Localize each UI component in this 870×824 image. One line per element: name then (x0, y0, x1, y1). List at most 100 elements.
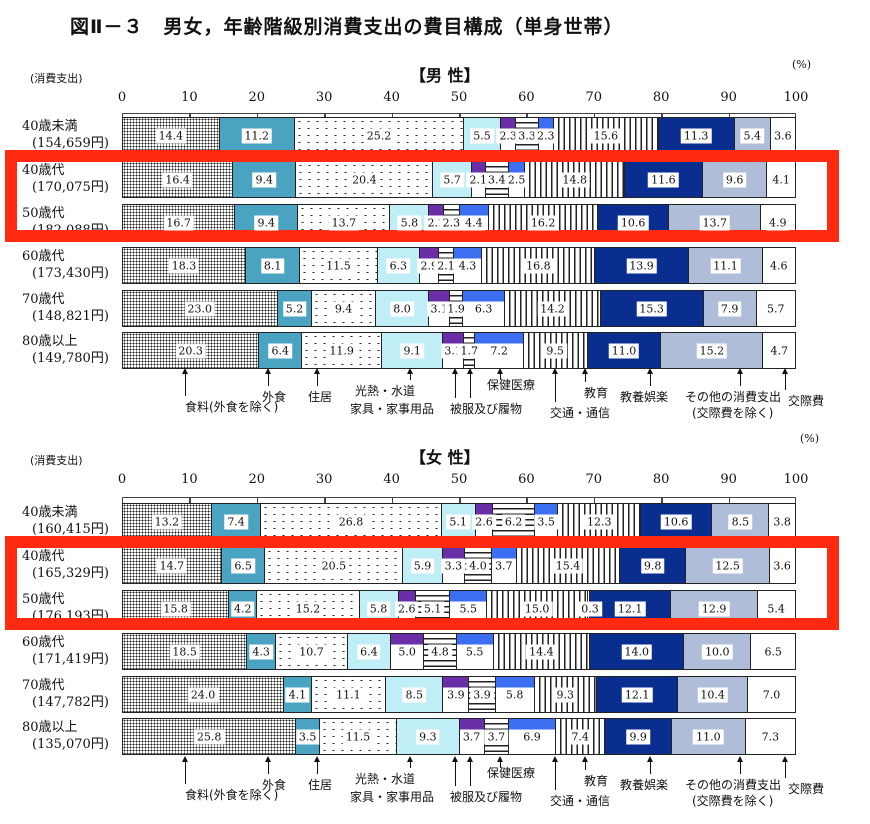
segment-value-label: 9.5 (543, 343, 567, 358)
bar-segment-5: 4.0 (465, 548, 492, 583)
segment-value-label: 11.5 (323, 258, 354, 273)
pointer-arrow-icon (452, 368, 458, 398)
axis-line (122, 113, 796, 120)
axis-tick-label: 0 (117, 90, 127, 105)
stacked-bar: 13.2 7.4 26.8 5.1 2.6 6.2 3.5 12.3 10.6 8.5 3.8 (122, 503, 796, 540)
segment-value-label: 2.3 (496, 128, 520, 143)
segment-value-label: 12.3 (583, 514, 615, 529)
bar-segment-11: 7.0 (748, 677, 795, 712)
axis-tick-label: 90 (720, 472, 737, 487)
pointer-arrow-icon (737, 368, 743, 386)
row-expenditure-amount: (148,821円) (32, 309, 109, 324)
bar-segment-2: 11.5 (319, 719, 398, 754)
axis-tick-label: 100 (783, 90, 809, 105)
bar-segment-11: 6.5 (751, 634, 795, 669)
axis-line (122, 497, 796, 504)
legend-item-medical: 保健医療 (487, 766, 536, 780)
bar-segment-3: 6.4 (347, 634, 391, 669)
segment-value-label: 20.4 (349, 172, 380, 187)
legend-item-social: 交際費 (788, 782, 825, 796)
bar-segment-6: 3.5 (534, 504, 559, 539)
bar-segment-0: 13.2 (123, 504, 212, 539)
highlight-box (5, 150, 839, 242)
segment-value-label: 1.9 (444, 301, 468, 316)
bar-segment-11: 4.6 (763, 248, 794, 283)
bar-segment-9: 13.9 (595, 248, 689, 283)
segment-value-label: 3.7 (484, 729, 509, 744)
segment-value-label: 11.0 (608, 343, 640, 358)
bar-segment-6: 4.3 (453, 248, 483, 283)
segment-value-label: 12.1 (614, 601, 646, 616)
segment-value-label: 11.1 (333, 687, 364, 702)
axis-tick-label: 10 (181, 90, 198, 105)
row-label: 60歳代 (173,430円) (22, 248, 109, 282)
bar-segment-10: 12.5 (686, 548, 771, 583)
pointer-arrow-icon (467, 368, 473, 398)
pointer-arrow-icon (182, 756, 188, 784)
bar-segment-7: 15.4 (516, 548, 621, 583)
axis-tick-mark (189, 497, 191, 503)
segment-value-label: 8.5 (728, 514, 753, 529)
bar-segment-6: 2.3 (534, 118, 558, 153)
bar-segment-7: 14.8 (525, 162, 625, 197)
segment-value-label: 7.2 (487, 343, 511, 358)
bar-segment-10: 11.1 (688, 248, 764, 283)
bar-segment-9: 11.6 (624, 162, 703, 197)
bar-segment-1: 7.4 (211, 504, 262, 539)
segment-value-label: 13.7 (328, 215, 360, 230)
bar-segment-2: 26.8 (261, 504, 442, 539)
row-age-label: 80歳以上 (22, 720, 78, 735)
stacked-bar: 16.4 9.4 20.4 5.7 2.1 3.4 2.5 14.8 11.6 9.6 4.1 (122, 161, 796, 198)
axis-tick-label: 80 (652, 90, 670, 105)
segment-value-label: 3.7 (459, 729, 484, 744)
legend-item-transport: 交通・通信 (550, 794, 611, 808)
axis-tick-label: 20 (248, 90, 266, 105)
axis-tick-mark (728, 113, 731, 119)
segment-value-label: 4.1 (285, 687, 310, 702)
bar-segment-2: 25.2 (294, 118, 465, 153)
bar-segment-0: 16.4 (123, 162, 234, 197)
segment-value-label: 5.4 (740, 128, 764, 143)
legend-item-culture: 教養娯楽 (620, 778, 669, 792)
bar-segment-3: 5.5 (464, 118, 501, 153)
segment-value-label: 2.6 (472, 514, 496, 529)
segment-value-label: 15.2 (696, 343, 728, 358)
segment-value-label: 3.8 (770, 514, 794, 529)
segment-value-label: 15.8 (160, 601, 191, 616)
pointer-arrow-icon (552, 368, 558, 402)
pointer-arrow-icon (737, 756, 743, 774)
segment-value-label: 6.3 (471, 301, 496, 316)
bar-segment-1: 6.5 (221, 548, 266, 583)
bar-segment-3: 5.1 (441, 504, 476, 539)
segment-value-label: 11.5 (342, 729, 374, 744)
bar-segment-3: 8.0 (375, 291, 430, 326)
legend-item-culture: 教養娯楽 (620, 390, 669, 404)
bar-segment-1: 8.1 (245, 248, 301, 283)
segment-value-label: 10.4 (697, 687, 728, 702)
segment-value-label: 15.3 (636, 301, 667, 316)
segment-value-label: 6.2 (501, 514, 526, 529)
segment-value-label: 4.4 (462, 215, 486, 230)
segment-value-label: 9.4 (254, 215, 279, 230)
axis-tick-mark (526, 497, 528, 503)
segment-value-label: 4.8 (428, 644, 452, 659)
bar-segment-10: 10.0 (684, 634, 752, 669)
segment-value-label: 20.5 (318, 558, 350, 573)
bar-segment-3: 6.3 (377, 248, 420, 283)
segment-value-label: 5.1 (420, 601, 445, 616)
row-expenditure-amount: (173,430円) (32, 266, 109, 281)
bar-segment-0: 18.5 (123, 634, 248, 669)
segment-value-label: 16.8 (523, 258, 554, 273)
row-expenditure-amount: (170,075円) (32, 180, 109, 195)
bar-segment-11: 3.6 (770, 548, 794, 583)
segment-value-label: 25.8 (193, 729, 225, 744)
segment-value-label: 7.0 (759, 687, 784, 702)
segment-value-label: 6.5 (761, 644, 785, 659)
axis-tick-mark (593, 113, 596, 119)
bar-segment-6: 3.7 (491, 548, 517, 583)
segment-value-label: 5.0 (395, 644, 419, 659)
stacked-bar: 24.0 4.1 11.1 8.5 3.9 3.9 5.8 9.3 12.1 10.4 7.0 (122, 676, 796, 713)
row-expenditure-amount: (149,780円) (32, 351, 109, 366)
pointer-arrow-icon (407, 368, 413, 380)
legend-item-clothing: 被服及び履物 (450, 790, 523, 804)
